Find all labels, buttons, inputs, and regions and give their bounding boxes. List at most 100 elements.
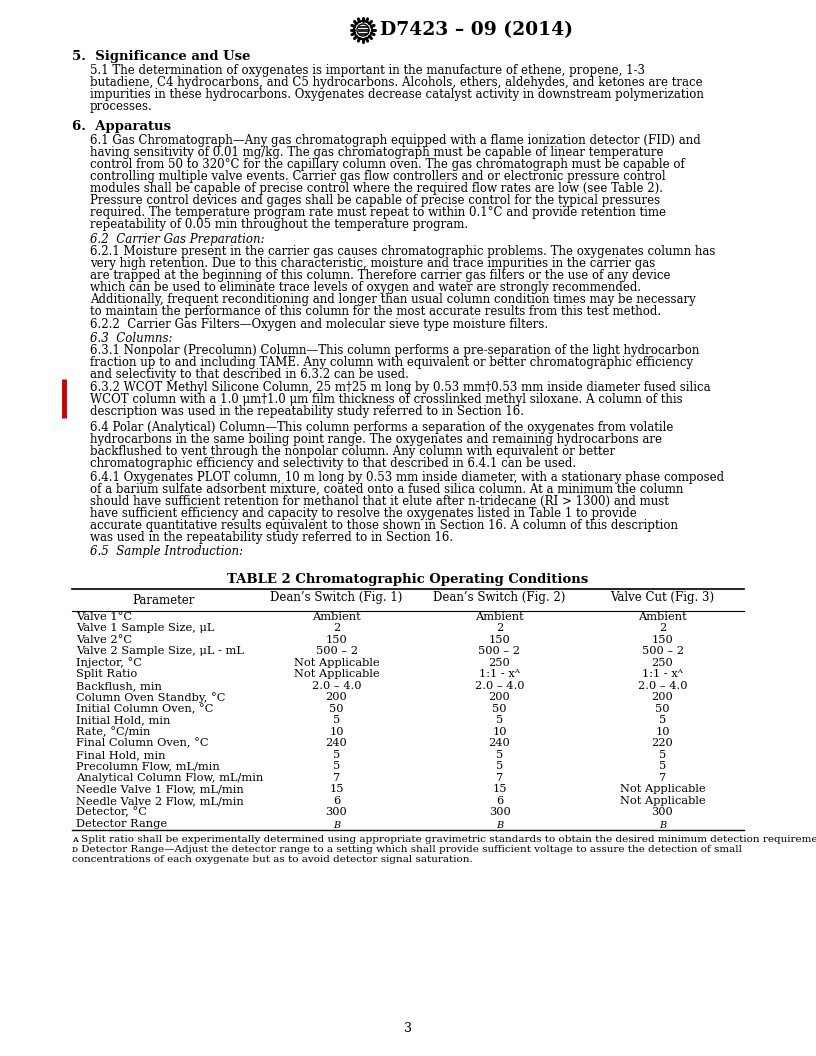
Text: fraction up to and including TAME. Any column with equivalent or better chromato: fraction up to and including TAME. Any c… [90, 356, 693, 369]
Text: Column Oven Standby, °C: Column Oven Standby, °C [76, 692, 225, 702]
Text: 6.3.1 Nonpolar (Precolumn) Column—This column performs a pre-separation of the l: 6.3.1 Nonpolar (Precolumn) Column—This c… [90, 344, 699, 357]
Text: should have sufficient retention for methanol that it elute after n-tridecane (R: should have sufficient retention for met… [90, 495, 669, 508]
Text: 50: 50 [329, 703, 344, 714]
Text: impurities in these hydrocarbons. Oxygenates decrease catalyst activity in downs: impurities in these hydrocarbons. Oxygen… [90, 88, 704, 101]
Text: 7: 7 [659, 773, 666, 782]
Text: 1:1 - xᴬ: 1:1 - xᴬ [642, 670, 683, 679]
Text: concentrations of each oxygenate but as to avoid detector signal saturation.: concentrations of each oxygenate but as … [72, 854, 472, 864]
Text: 5: 5 [333, 715, 340, 725]
Text: accurate quantitative results equivalent to those shown in Section 16. A column : accurate quantitative results equivalent… [90, 518, 678, 532]
Text: processes.: processes. [90, 100, 153, 113]
Text: 250: 250 [652, 658, 673, 667]
Text: 2.0 – 4.0: 2.0 – 4.0 [638, 681, 687, 691]
Text: chromatographic efficiency and selectivity to that described in 6.4.1 can be use: chromatographic efficiency and selectivi… [90, 457, 576, 470]
Text: D7423 – 09 (2014): D7423 – 09 (2014) [380, 21, 573, 39]
Text: 5: 5 [659, 761, 666, 771]
Text: 10: 10 [655, 727, 670, 737]
Text: 50: 50 [655, 703, 670, 714]
Text: 6: 6 [496, 796, 503, 806]
Text: 15: 15 [329, 785, 344, 794]
Text: 220: 220 [652, 738, 673, 749]
Text: 6.4.1 Oxygenates PLOT column, 10 m long by 0.53 mm inside diameter, with a stati: 6.4.1 Oxygenates PLOT column, 10 m long … [90, 471, 724, 484]
Text: have sufficient efficiency and capacity to resolve the oxygenates listed in Tabl: have sufficient efficiency and capacity … [90, 507, 636, 520]
Text: 2: 2 [659, 623, 666, 634]
Text: and selectivity to that described in 6.3.2 can be used.: and selectivity to that described in 6.3… [90, 367, 409, 381]
Text: Dean’s Switch (Fig. 1): Dean’s Switch (Fig. 1) [270, 591, 402, 604]
Text: Initial Hold, min: Initial Hold, min [76, 715, 171, 725]
Text: 5: 5 [659, 715, 666, 725]
Text: 240: 240 [489, 738, 510, 749]
Text: 6: 6 [333, 796, 340, 806]
Text: Valve Cut (Fig. 3): Valve Cut (Fig. 3) [610, 591, 715, 604]
Text: B: B [333, 822, 340, 830]
Text: Ambient: Ambient [638, 611, 687, 622]
Text: Additionally, frequent reconditioning and longer than usual column condition tim: Additionally, frequent reconditioning an… [90, 293, 696, 306]
Circle shape [354, 21, 372, 39]
Text: ᴅ Detector Range—Adjust the detector range to a setting which shall provide suff: ᴅ Detector Range—Adjust the detector ran… [72, 845, 742, 853]
Text: 200: 200 [489, 693, 510, 702]
Text: Not Applicable: Not Applicable [294, 670, 379, 679]
Text: B: B [659, 822, 666, 830]
Text: Ambient: Ambient [475, 611, 524, 622]
Text: Valve 2°C: Valve 2°C [76, 635, 132, 645]
Text: Not Applicable: Not Applicable [294, 658, 379, 667]
Text: 6.4 Polar (Analytical) Column—This column performs a separation of the oxygenate: 6.4 Polar (Analytical) Column—This colum… [90, 421, 673, 434]
Text: 5: 5 [333, 761, 340, 771]
Text: to maintain the performance of this column for the most accurate results from th: to maintain the performance of this colu… [90, 305, 661, 318]
Text: Parameter: Parameter [132, 593, 195, 606]
Text: 15: 15 [492, 785, 507, 794]
Text: are trapped at the beginning of this column. Therefore carrier gas filters or th: are trapped at the beginning of this col… [90, 269, 671, 282]
Text: controlling multiple valve events. Carrier gas flow controllers and or electroni: controlling multiple valve events. Carri… [90, 170, 666, 183]
Text: ᴀ Split ratio shall be experimentally determined using appropriate gravimetric s: ᴀ Split ratio shall be experimentally de… [72, 834, 816, 844]
Text: 6.1 Gas Chromatograph—Any gas chromatograph equipped with a flame ionization det: 6.1 Gas Chromatograph—Any gas chromatogr… [90, 134, 701, 147]
Text: required. The temperature program rate must repeat to within 0.1°C and provide r: required. The temperature program rate m… [90, 206, 666, 219]
Text: 6.3  Columns:: 6.3 Columns: [90, 332, 172, 345]
Text: which can be used to eliminate trace levels of oxygen and water are strongly rec: which can be used to eliminate trace lev… [90, 281, 641, 294]
Text: control from 50 to 320°C for the capillary column oven. The gas chromatograph mu: control from 50 to 320°C for the capilla… [90, 158, 685, 171]
Text: 5: 5 [333, 750, 340, 759]
Text: 5.1 The determination of oxygenates is important in the manufacture of ethene, p: 5.1 The determination of oxygenates is i… [90, 64, 645, 77]
Text: 6.2.2  Carrier Gas Filters—Oxygen and molecular sieve type moisture filters.: 6.2.2 Carrier Gas Filters—Oxygen and mol… [90, 318, 548, 331]
Text: 1:1 - xᴬ: 1:1 - xᴬ [479, 670, 520, 679]
Text: backflushed to vent through the nonpolar column. Any column with equivalent or b: backflushed to vent through the nonpolar… [90, 445, 615, 458]
Text: Final Hold, min: Final Hold, min [76, 750, 166, 759]
Text: Detector, °C: Detector, °C [76, 807, 147, 817]
Text: Precolumn Flow, mL/min: Precolumn Flow, mL/min [76, 761, 220, 771]
Text: 250: 250 [489, 658, 510, 667]
Text: Dean’s Switch (Fig. 2): Dean’s Switch (Fig. 2) [433, 591, 565, 604]
Text: TABLE 2 Chromatographic Operating Conditions: TABLE 2 Chromatographic Operating Condit… [228, 573, 588, 586]
Text: having sensitivity of 0.01 mg/kg. The gas chromatograph must be capable of linea: having sensitivity of 0.01 mg/kg. The ga… [90, 146, 663, 159]
Text: Valve 2 Sample Size, μL - mL: Valve 2 Sample Size, μL - mL [76, 646, 244, 656]
Text: butadiene, C4 hydrocarbons, and C5 hydrocarbons. Alcohols, ethers, aldehydes, an: butadiene, C4 hydrocarbons, and C5 hydro… [90, 76, 703, 89]
Text: Analytical Column Flow, mL/min: Analytical Column Flow, mL/min [76, 773, 264, 782]
Text: very high retention. Due to this characteristic, moisture and trace impurities i: very high retention. Due to this charact… [90, 257, 655, 270]
Text: Valve 1°C: Valve 1°C [76, 611, 132, 622]
Text: 2: 2 [496, 623, 503, 634]
Text: 5: 5 [659, 750, 666, 759]
Text: 500 – 2: 500 – 2 [316, 646, 357, 656]
Text: repeatability of 0.05 min throughout the temperature program.: repeatability of 0.05 min throughout the… [90, 218, 468, 231]
Text: Not Applicable: Not Applicable [619, 785, 705, 794]
Text: 6.2  Carrier Gas Preparation:: 6.2 Carrier Gas Preparation: [90, 233, 264, 246]
Text: Split Ratio: Split Ratio [76, 670, 137, 679]
Text: 200: 200 [652, 693, 673, 702]
Text: 7: 7 [496, 773, 503, 782]
Text: hydrocarbons in the same boiling point range. The oxygenates and remaining hydro: hydrocarbons in the same boiling point r… [90, 433, 662, 446]
Text: modules shall be capable of precise control where the required flow rates are lo: modules shall be capable of precise cont… [90, 182, 663, 195]
Text: 6.3.2 WCOT Methyl Silicone Column, 25 m†25 m long by 0.53 mm†0.53 mm inside diam: 6.3.2 WCOT Methyl Silicone Column, 25 m†… [90, 381, 711, 394]
Text: 10: 10 [492, 727, 507, 737]
Text: 300: 300 [652, 807, 673, 817]
Text: 300: 300 [326, 807, 348, 817]
Text: 5: 5 [496, 715, 503, 725]
Text: Ambient: Ambient [313, 611, 361, 622]
Text: 5.  Significance and Use: 5. Significance and Use [72, 50, 251, 63]
Text: Not Applicable: Not Applicable [619, 796, 705, 806]
Text: 7: 7 [333, 773, 340, 782]
Text: Final Column Oven, °C: Final Column Oven, °C [76, 738, 209, 749]
Text: Pressure control devices and gages shall be capable of precise control for the t: Pressure control devices and gages shall… [90, 194, 660, 207]
Text: Injector, °C: Injector, °C [76, 657, 142, 668]
Text: 5: 5 [496, 761, 503, 771]
Text: 6.2.1 Moisture present in the carrier gas causes chromatographic problems. The o: 6.2.1 Moisture present in the carrier ga… [90, 245, 716, 258]
Text: 500 – 2: 500 – 2 [478, 646, 521, 656]
Text: 150: 150 [326, 635, 348, 645]
